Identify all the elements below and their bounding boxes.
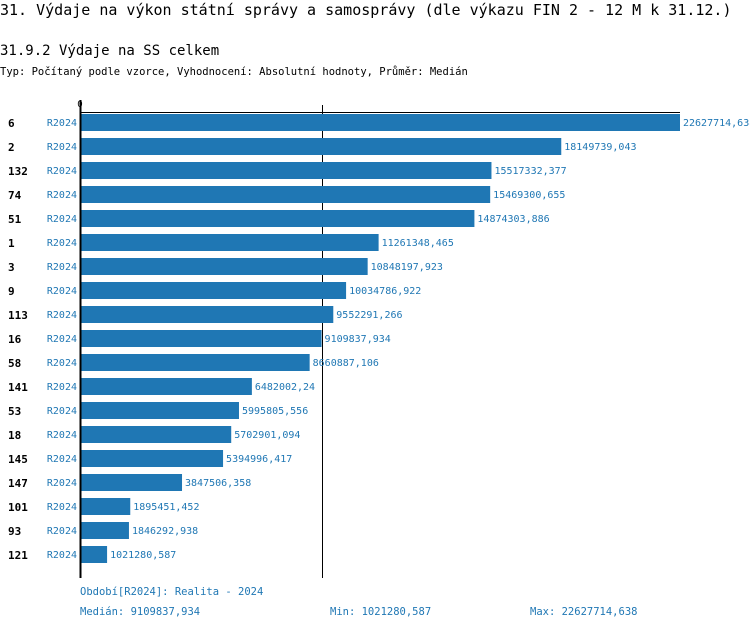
- data-label: 10034786,922: [349, 286, 421, 297]
- period-label: R2024: [47, 502, 77, 513]
- category-label: 16: [8, 333, 22, 346]
- period-label: R2024: [47, 262, 77, 273]
- bar: [80, 114, 680, 131]
- period-label: R2024: [47, 238, 77, 249]
- chart-description: Typ: Počítaný podle vzorce, Vyhodnocení:…: [0, 66, 468, 78]
- period-label: R2024: [47, 334, 77, 345]
- period-label: R2024: [47, 478, 77, 489]
- period-label: R2024: [47, 310, 77, 321]
- period-label: R2024: [47, 286, 77, 297]
- bar: [80, 354, 310, 371]
- data-label: 18149739,043: [564, 142, 636, 153]
- bar: [80, 210, 475, 227]
- category-label: 93: [8, 525, 21, 538]
- bar: [80, 426, 232, 443]
- data-label: 5702901,094: [234, 430, 300, 441]
- category-label: 51: [8, 213, 22, 226]
- bar: [80, 474, 183, 491]
- bar: [80, 546, 108, 563]
- period-label: R2024: [47, 550, 77, 561]
- category-label: 74: [8, 189, 22, 202]
- data-label: 3847506,358: [185, 478, 251, 489]
- data-label: 6482002,24: [255, 382, 315, 393]
- category-label: 141: [8, 381, 28, 394]
- category-label: 101: [8, 501, 28, 514]
- data-label: 10848197,923: [371, 262, 443, 273]
- page-title: 31. Výdaje na výkon státní správy a samo…: [0, 1, 732, 19]
- period-label: R2024: [47, 358, 77, 369]
- bar: [80, 450, 224, 467]
- median-summary: Medián: 9109837,934: [80, 606, 201, 618]
- category-label: 145: [8, 453, 28, 466]
- data-label: 14874303,886: [477, 214, 549, 225]
- period-label: R2024: [47, 382, 77, 393]
- data-label: 11261348,465: [382, 238, 454, 249]
- data-label: 5394996,417: [226, 454, 292, 465]
- data-label: 1021280,587: [110, 550, 176, 561]
- category-label: 9: [8, 285, 15, 298]
- bar: [80, 138, 562, 155]
- category-label: 2: [8, 141, 15, 154]
- bar: [80, 306, 334, 323]
- category-label: 53: [8, 405, 21, 418]
- data-label: 5995805,556: [242, 406, 308, 417]
- period-label: R2024: [47, 214, 77, 225]
- category-label: 121: [8, 549, 28, 562]
- category-label: 113: [8, 309, 28, 322]
- bar: [80, 330, 322, 347]
- period-label: R2024: [47, 406, 77, 417]
- period-label: R2024: [47, 454, 77, 465]
- category-label: 1: [8, 237, 15, 250]
- period-label: R2024: [47, 190, 77, 201]
- bar: [80, 498, 131, 515]
- data-label: 9552291,266: [336, 310, 402, 321]
- category-label: 58: [8, 357, 21, 370]
- bar: [80, 258, 368, 275]
- bar: [80, 162, 492, 179]
- period-label: R2024: [47, 166, 77, 177]
- category-label: 3: [8, 261, 15, 274]
- bar: [80, 402, 239, 419]
- data-label: 15469300,655: [493, 190, 565, 201]
- category-label: 18: [8, 429, 21, 442]
- bar: [80, 378, 252, 395]
- period-label: R2024: [47, 430, 77, 441]
- period-legend: Období[R2024]: Realita - 2024: [80, 586, 264, 598]
- data-label: 9109837,934: [325, 334, 391, 345]
- data-label: 1846292,938: [132, 526, 198, 537]
- data-label: 22627714,638: [683, 118, 750, 129]
- period-label: R2024: [47, 142, 77, 153]
- data-label: 8660887,106: [313, 358, 379, 369]
- bar: [80, 186, 491, 203]
- category-label: 147: [8, 477, 28, 490]
- data-label: 15517332,377: [494, 166, 566, 177]
- period-label: R2024: [47, 526, 77, 537]
- bar: [80, 234, 379, 251]
- bar: [80, 522, 129, 539]
- category-label: 132: [8, 165, 28, 178]
- data-label: 1895451,452: [133, 502, 199, 513]
- max-summary: Max: 22627714,638: [530, 606, 638, 618]
- category-label: 6: [8, 117, 15, 130]
- min-summary: Min: 1021280,587: [330, 606, 432, 618]
- chart-title: 31.9.2 Výdaje na SS celkem: [0, 43, 220, 59]
- period-label: R2024: [47, 118, 77, 129]
- bar: [80, 282, 347, 299]
